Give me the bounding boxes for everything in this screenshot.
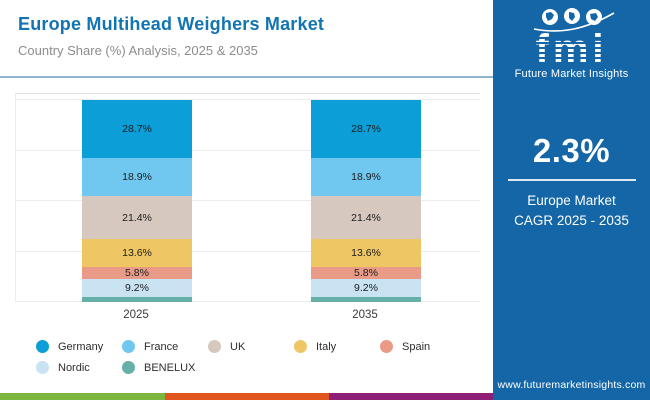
bar-segment-label: 18.9% (122, 171, 152, 184)
legend-swatch-icon (208, 340, 221, 353)
bar-segment-uk: 21.4% (311, 196, 421, 240)
bar-segment-germany: 28.7% (82, 100, 192, 159)
brand-tagline: Future Market Insights (514, 68, 629, 80)
legend-label: Germany (58, 340, 104, 353)
legend-swatch-icon (122, 361, 135, 374)
bar-segment-italy: 13.6% (311, 239, 421, 267)
bar-segment-uk: 21.4% (82, 196, 192, 240)
cagr-divider (507, 179, 636, 181)
bar-segment-spain: 5.8% (82, 267, 192, 279)
sidebar: fmi Future Market Insights 2.3% Europe M… (493, 0, 650, 400)
website-url: www.futuremarketinsights.com (497, 379, 646, 391)
bar-segment-label: 21.4% (122, 211, 152, 224)
bar-segment-italy: 13.6% (82, 239, 192, 267)
header-divider (0, 76, 493, 78)
legend-swatch-icon (294, 340, 307, 353)
legend-label: Spain (402, 340, 431, 353)
globes-icon (533, 8, 614, 32)
bar-segment-label: 18.9% (351, 171, 381, 184)
cagr-block: 2.3% Europe Market CAGR 2025 - 2035 (493, 132, 650, 232)
bar-segment-nordic: 9.2% (311, 278, 421, 298)
bar-segment-label: 13.6% (122, 247, 152, 260)
fmi-logo: fmi Future Market Insights (493, 8, 650, 80)
legend-item-spain: Spain (380, 336, 466, 357)
legend-swatch-icon (36, 340, 49, 353)
footer-strip-purple (329, 393, 493, 400)
stacked-bar-2035: 28.7% 18.9% 21.4% 13.6% 5.8% 9.2% (311, 100, 421, 302)
bar-segment-nordic: 9.2% (82, 278, 192, 298)
bar-segment-france: 18.9% (311, 158, 421, 197)
bar-segment-benelux (82, 297, 192, 302)
cagr-value: 2.3% (532, 132, 611, 169)
x-axis-label-2035: 2035 (352, 309, 378, 321)
legend-label: BENELUX (144, 361, 196, 374)
brand-wordmark: fmi (533, 29, 610, 69)
legend-label: Italy (316, 340, 337, 353)
legend-item-uk: UK (208, 336, 294, 357)
bar-segment-label: 5.8% (354, 266, 378, 279)
bar-segment-benelux (311, 297, 421, 302)
chart-legend: Germany France UK Italy Spain Nordic BENELUX (36, 336, 488, 378)
gridline (16, 99, 480, 100)
legend-label: France (144, 340, 179, 353)
legend-label: Nordic (58, 361, 90, 374)
gridline (16, 200, 480, 201)
gridline (16, 301, 480, 302)
legend-item-germany: Germany (36, 336, 122, 357)
bar-segment-label: 21.4% (351, 211, 381, 224)
bar-segment-label: 9.2% (125, 281, 149, 294)
footer-strip-orange (165, 393, 329, 400)
header: Europe Multihead Weighers Market Country… (18, 14, 478, 58)
cagr-market-label: Europe Market (527, 193, 616, 208)
footer-strip-green (0, 393, 165, 400)
legend-swatch-icon (380, 340, 393, 353)
gridline (16, 250, 480, 252)
bar-segment-spain: 5.8% (311, 267, 421, 279)
legend-item-benelux: BENELUX (122, 357, 208, 378)
legend-item-nordic: Nordic (36, 357, 122, 378)
gridline (16, 149, 480, 151)
bar-segment-label: 28.7% (122, 123, 152, 136)
cagr-period-label: CAGR 2025 - 2035 (514, 213, 629, 229)
legend-label: UK (230, 340, 246, 353)
bar-segment-germany: 28.7% (311, 100, 421, 159)
plot-area: 28.7% 18.9% 21.4% 13.6% 5.8% 9.2% 28.7% 18.9% 21… (15, 93, 480, 302)
bar-segment-label: 5.8% (125, 266, 149, 279)
bar-segment-france: 18.9% (82, 158, 192, 197)
wordmark-stripes (533, 34, 610, 63)
legend-swatch-icon (36, 361, 49, 374)
x-axis-label-2025: 2025 (123, 309, 149, 321)
page-title: Europe Multihead Weighers Market (18, 14, 325, 34)
bar-segment-label: 13.6% (351, 247, 381, 260)
legend-item-france: France (122, 336, 208, 357)
stacked-bar-2025: 28.7% 18.9% 21.4% 13.6% 5.8% 9.2% (82, 100, 192, 302)
legend-swatch-icon (122, 340, 135, 353)
page-subtitle: Country Share (%) Analysis, 2025 & 2035 (18, 43, 258, 58)
bar-segment-label: 9.2% (354, 281, 378, 294)
bar-segment-label: 28.7% (351, 123, 381, 136)
legend-item-italy: Italy (294, 336, 380, 357)
